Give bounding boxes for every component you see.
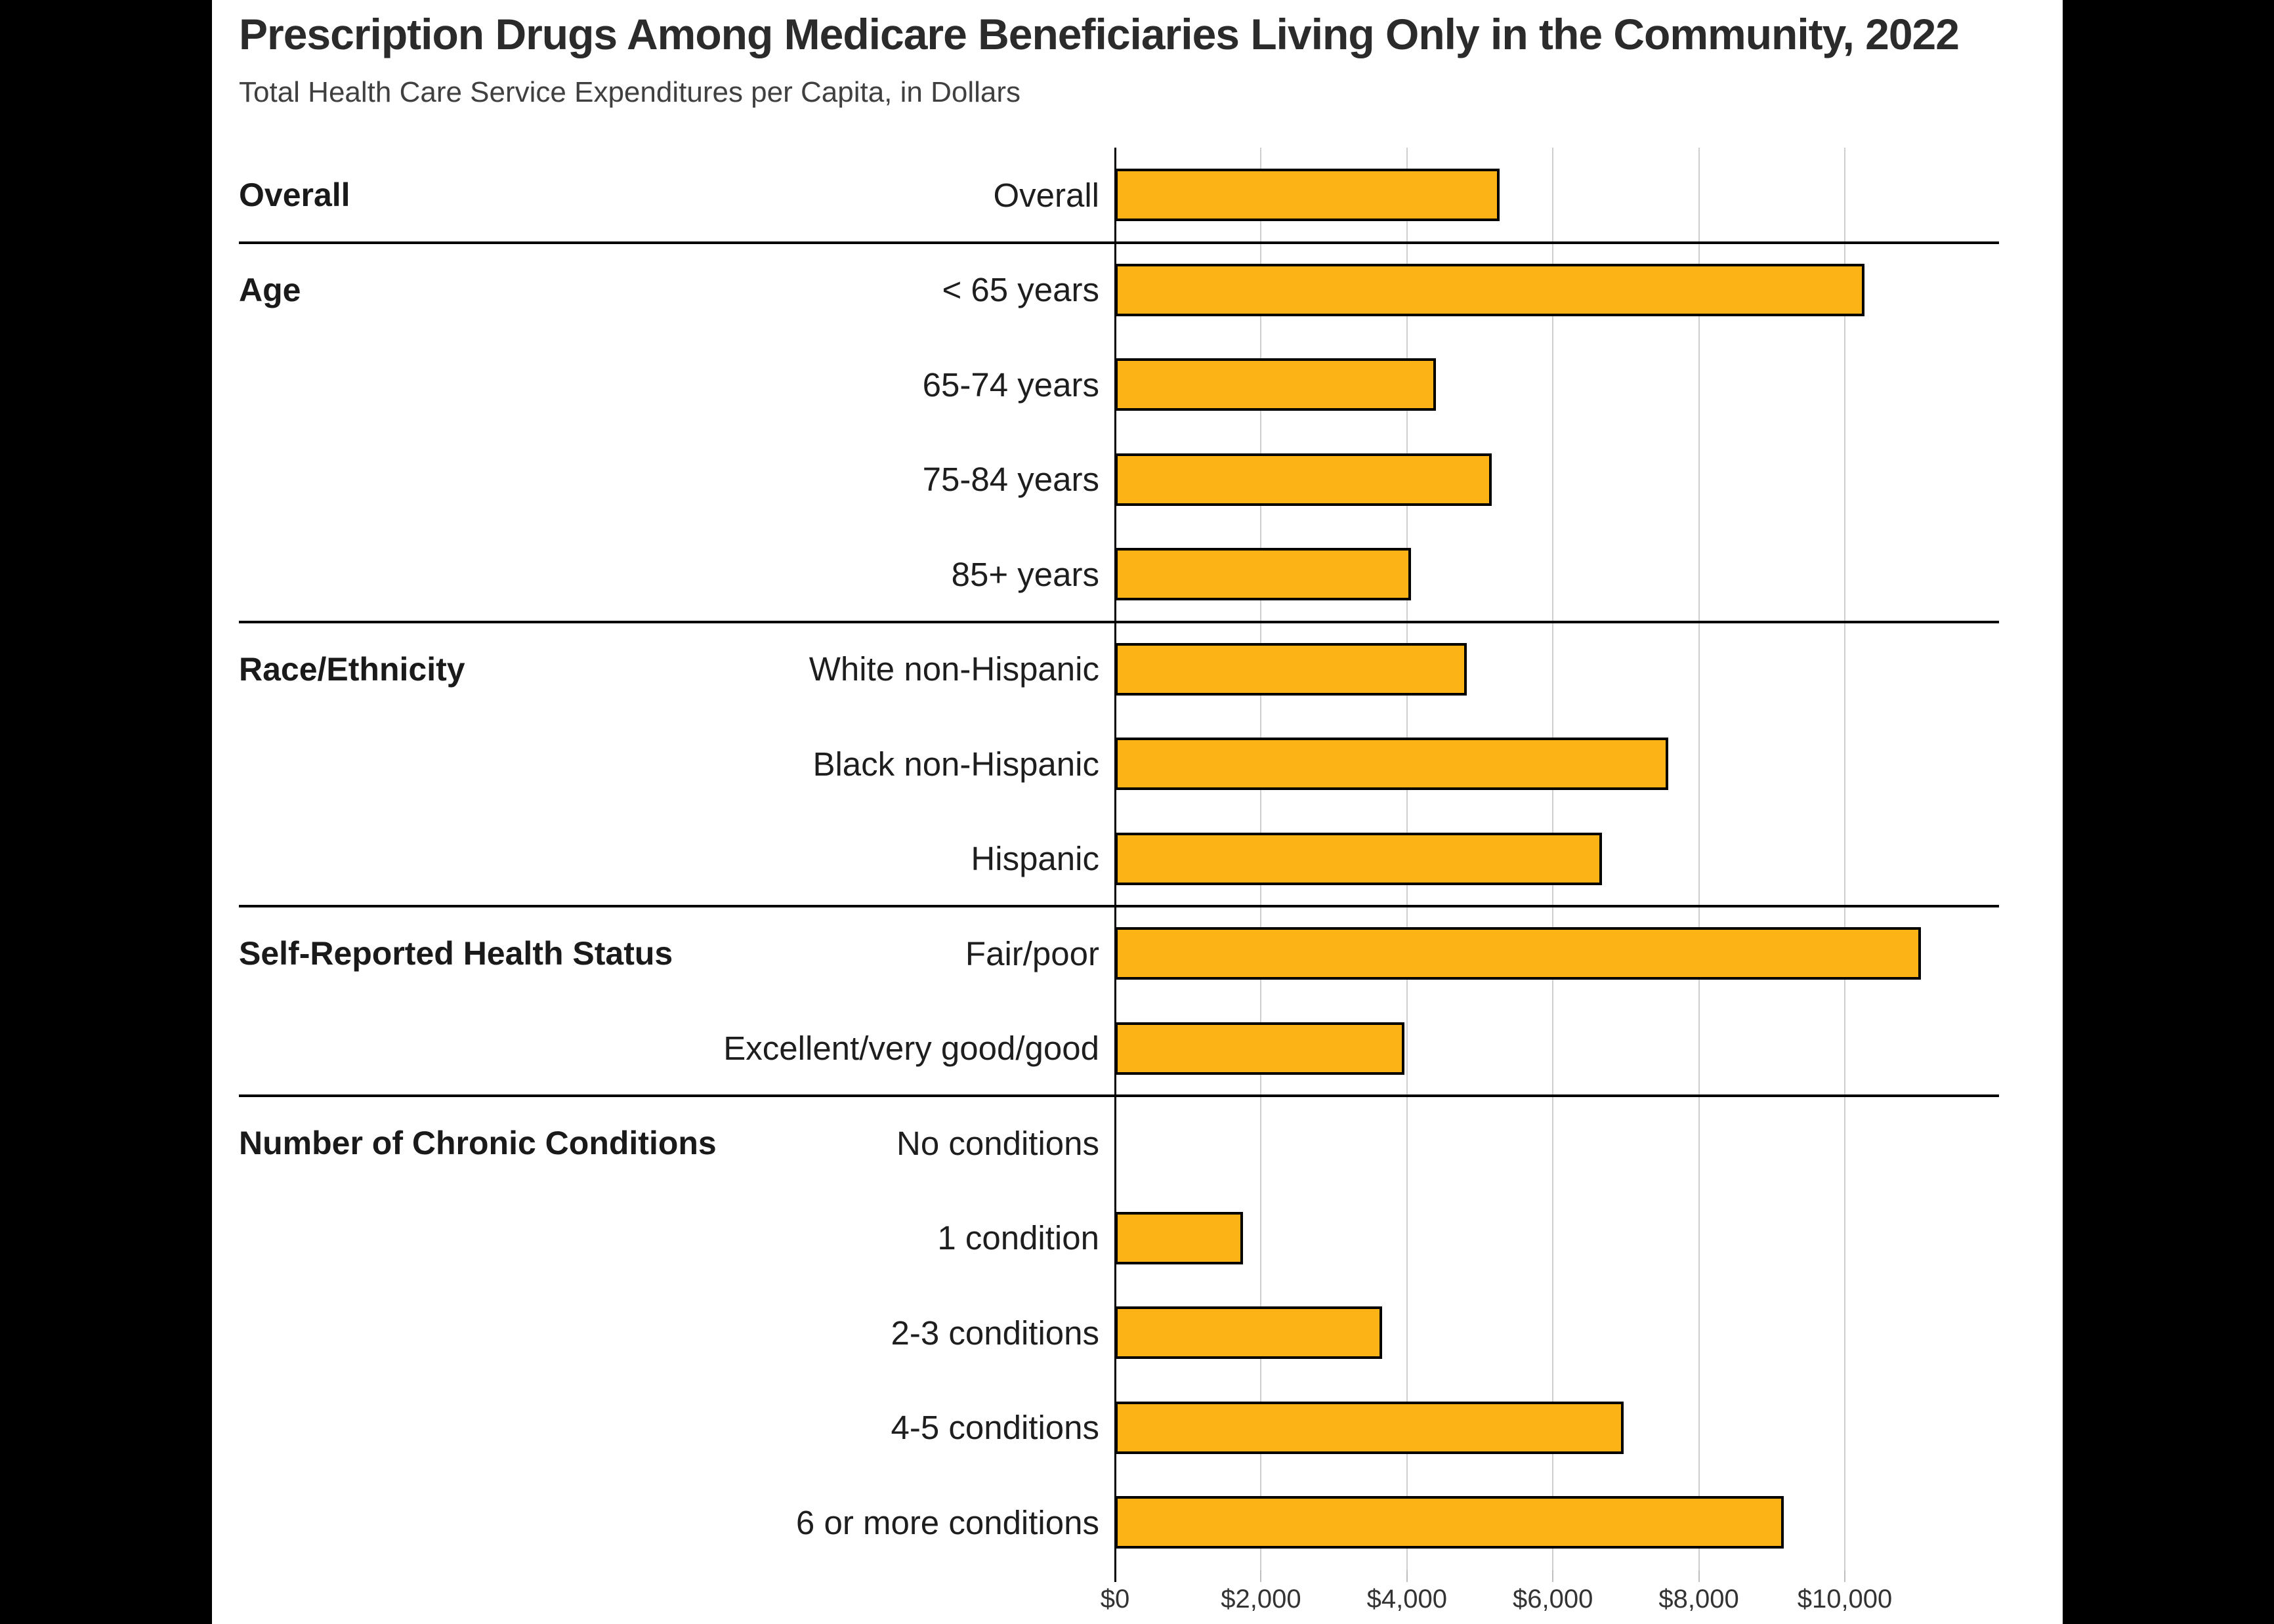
group-separator	[239, 620, 1999, 623]
chart-subtitle: Total Health Care Service Expenditures p…	[239, 76, 1021, 108]
chart-title: Prescription Drugs Among Medicare Benefi…	[239, 10, 1960, 58]
row-label: Black non-Hispanic	[812, 745, 1099, 783]
bar	[1115, 1211, 1243, 1264]
chart-canvas: Prescription Drugs Among Medicare Benefi…	[212, 0, 2063, 1624]
row-label: Excellent/very good/good	[723, 1030, 1099, 1068]
row-label: 65-74 years	[922, 365, 1099, 404]
bar	[1115, 927, 1921, 980]
x-axis-tick-label: $0	[1100, 1584, 1130, 1614]
x-axis-tick-10000	[1844, 1570, 1845, 1582]
x-axis-tick-4000	[1406, 1570, 1408, 1582]
bar	[1115, 642, 1467, 696]
group-separator	[239, 905, 1999, 907]
group-separator	[239, 241, 1999, 244]
bar	[1115, 453, 1492, 506]
plot-area: $0 $2,000 $4,000 $6,000 $8,000 $10,000 Overall…	[212, 0, 2063, 1624]
x-axis-tick-label: $2,000	[1221, 1584, 1301, 1614]
bar	[1115, 358, 1436, 411]
x-axis-tick-2000	[1260, 1570, 1262, 1582]
group-header-self-reported-health-status: Self-Reported Health Status	[239, 935, 673, 972]
x-axis-tick-label: $10,000	[1797, 1584, 1893, 1614]
bar	[1115, 1022, 1404, 1075]
row-label: < 65 years	[942, 271, 1099, 309]
row-label: 1 condition	[937, 1219, 1099, 1257]
bar	[1115, 738, 1668, 791]
x-axis-tick-label: $8,000	[1658, 1584, 1739, 1614]
bar	[1115, 263, 1864, 316]
row-label: Hispanic	[971, 840, 1099, 878]
bar	[1115, 1496, 1784, 1549]
group-header-race-ethnicity: Race/Ethnicity	[239, 650, 465, 688]
group-header-number-of-chronic-conditions: Number of Chronic Conditions	[239, 1125, 717, 1162]
row-label: 2-3 conditions	[891, 1314, 1099, 1352]
row-label: 4-5 conditions	[891, 1409, 1099, 1447]
row-label: 6 or more conditions	[795, 1503, 1099, 1541]
group-header-overall: Overall	[239, 177, 350, 214]
row-label: Overall	[993, 176, 1099, 214]
bar	[1115, 169, 1500, 222]
row-label: 85+ years	[951, 555, 1099, 593]
group-separator	[239, 1094, 1999, 1097]
row-label: No conditions	[896, 1124, 1099, 1162]
x-axis-tick-8000	[1698, 1570, 1700, 1582]
bar	[1115, 1401, 1624, 1454]
x-axis-tick-label: $6,000	[1513, 1584, 1593, 1614]
x-axis-tick-label: $4,000	[1366, 1584, 1447, 1614]
gridline-10000	[1844, 148, 1845, 1570]
row-label: Fair/poor	[965, 934, 1099, 972]
row-label: White non-Hispanic	[809, 650, 1099, 688]
bar	[1115, 548, 1411, 601]
x-axis-tick-6000	[1552, 1570, 1554, 1582]
bar	[1115, 832, 1602, 885]
bar	[1115, 1306, 1382, 1360]
row-label: 75-84 years	[922, 461, 1099, 499]
group-header-age: Age	[239, 271, 301, 308]
gridline-8000	[1698, 148, 1700, 1570]
